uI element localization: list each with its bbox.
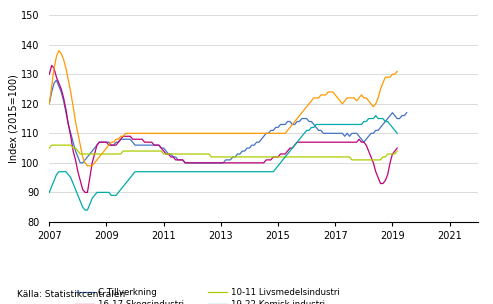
Line: 19-22 Kemisk industri: 19-22 Kemisk industri	[49, 116, 397, 210]
10-11 Livsmedelsindustri	[161, 152, 167, 156]
10-11 Livsmedelsindustri	[239, 155, 245, 159]
C Tillverkning	[278, 123, 283, 126]
19-22 Kemisk industri	[373, 114, 379, 117]
C Tillverkning	[53, 78, 59, 82]
10-11 Livsmedelsindustri	[46, 146, 52, 150]
10-11 Livsmedelsindustri	[289, 155, 295, 159]
24-30_33 Metallidustri	[292, 120, 298, 123]
16-17 Skogsindustri	[242, 161, 247, 165]
Text: Källa: Statistikcentralen: Källa: Statistikcentralen	[17, 290, 126, 299]
16-17 Skogsindustri	[49, 64, 55, 67]
10-11 Livsmedelsindustri	[318, 155, 324, 159]
16-17 Skogsindustri	[320, 140, 326, 144]
24-30_33 Metallidustri	[320, 93, 326, 97]
24-30_33 Metallidustri	[144, 132, 150, 135]
Line: 10-11 Livsmedelsindustri: 10-11 Livsmedelsindustri	[49, 145, 397, 160]
19-22 Kemisk industri	[161, 170, 167, 174]
C Tillverkning	[177, 158, 183, 162]
C Tillverkning	[404, 111, 410, 115]
C Tillverkning	[46, 102, 52, 105]
C Tillverkning	[301, 117, 307, 120]
Line: 16-17 Skogsindustri: 16-17 Skogsindustri	[49, 65, 397, 192]
24-30_33 Metallidustri	[394, 70, 400, 73]
16-17 Skogsindustri	[292, 143, 298, 147]
Y-axis label: Index (2015=100): Index (2015=100)	[8, 74, 18, 163]
C Tillverkning	[401, 114, 407, 117]
19-22 Kemisk industri	[323, 123, 329, 126]
24-30_33 Metallidustri	[84, 164, 90, 168]
19-22 Kemisk industri	[141, 170, 147, 174]
19-22 Kemisk industri	[289, 146, 295, 150]
16-17 Skogsindustri	[144, 140, 150, 144]
19-22 Kemisk industri	[82, 208, 88, 212]
19-22 Kemisk industri	[318, 123, 324, 126]
C Tillverkning	[225, 158, 231, 162]
24-30_33 Metallidustri	[56, 49, 62, 53]
16-17 Skogsindustri	[325, 140, 331, 144]
24-30_33 Metallidustri	[163, 132, 169, 135]
19-22 Kemisk industri	[46, 191, 52, 194]
10-11 Livsmedelsindustri	[394, 149, 400, 153]
19-22 Kemisk industri	[394, 132, 400, 135]
19-22 Kemisk industri	[239, 170, 245, 174]
C Tillverkning	[77, 161, 83, 165]
24-30_33 Metallidustri	[46, 102, 52, 105]
10-11 Livsmedelsindustri	[141, 149, 147, 153]
Line: 24-30_33 Metallidustri: 24-30_33 Metallidustri	[49, 51, 397, 166]
16-17 Skogsindustri	[163, 152, 169, 156]
24-30_33 Metallidustri	[325, 90, 331, 94]
C Tillverkning	[268, 129, 274, 132]
10-11 Livsmedelsindustri	[349, 158, 355, 162]
24-30_33 Metallidustri	[242, 132, 247, 135]
16-17 Skogsindustri	[82, 191, 88, 194]
10-11 Livsmedelsindustri	[323, 155, 329, 159]
16-17 Skogsindustri	[394, 146, 400, 150]
10-11 Livsmedelsindustri	[49, 143, 55, 147]
Line: C Tillverkning: C Tillverkning	[49, 80, 407, 163]
Legend: C Tillverkning, 16-17 Skogsindustri, 24-30_33 Metallidustri, 10-11 Livsmedelsind: C Tillverkning, 16-17 Skogsindustri, 24-…	[75, 288, 340, 304]
16-17 Skogsindustri	[46, 72, 52, 76]
